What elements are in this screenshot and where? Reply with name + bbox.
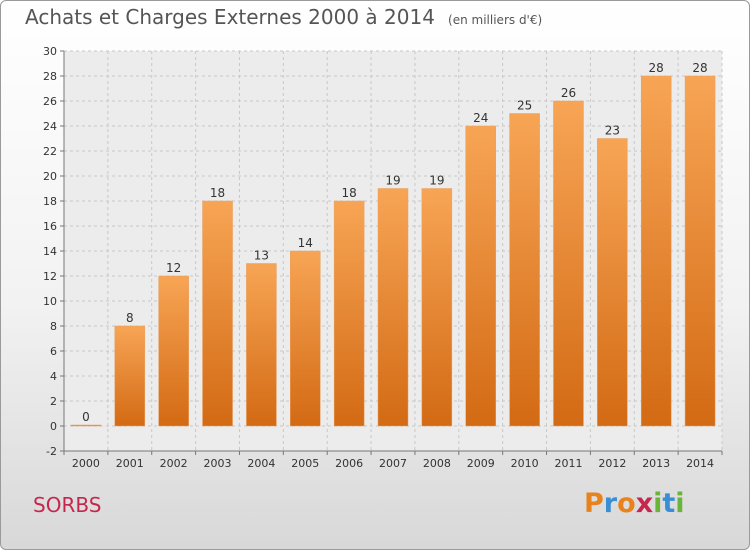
logo-letter: i — [653, 488, 663, 519]
x-tick-label: 2009 — [467, 457, 495, 470]
y-tick-label: 12 — [43, 270, 57, 283]
value-label: 12 — [166, 261, 181, 275]
x-tick-label: 2010 — [511, 457, 539, 470]
x-tick-label: 2014 — [686, 457, 714, 470]
value-label: 26 — [561, 86, 576, 100]
y-tick-label: 18 — [43, 195, 57, 208]
y-tick-label: 14 — [43, 245, 57, 258]
value-label: 23 — [605, 124, 620, 138]
x-tick-label: 2008 — [423, 457, 451, 470]
logo-letter: x — [635, 488, 654, 519]
logo-letter: r — [603, 488, 618, 519]
y-tick-label: -2 — [46, 445, 57, 458]
bar — [553, 100, 584, 427]
y-tick-label: 8 — [50, 320, 57, 333]
y-tick-label: 28 — [43, 70, 57, 83]
bar — [333, 200, 365, 427]
x-tick-label: 2000 — [72, 457, 100, 470]
y-tick-label: 22 — [43, 145, 57, 158]
value-label: 28 — [692, 61, 707, 75]
y-tick-label: 6 — [50, 345, 57, 358]
logo-letter: P — [584, 488, 604, 519]
value-label: 24 — [473, 111, 488, 125]
x-tick-label: 2007 — [379, 457, 407, 470]
y-tick-label: 24 — [43, 120, 57, 133]
y-tick-label: 16 — [43, 220, 57, 233]
value-label: 25 — [517, 99, 532, 113]
chart-subtitle: (en milliers d'€) — [448, 13, 543, 27]
chart-title: Achats et Charges Externes 2000 à 2014 — [25, 5, 435, 29]
logo-letter: o — [617, 488, 636, 519]
bar — [421, 188, 453, 427]
logo-letter: t — [662, 488, 676, 519]
bar — [246, 263, 277, 427]
x-tick-label: 2001 — [116, 457, 144, 470]
bar — [640, 75, 672, 427]
value-label: 8 — [126, 311, 134, 325]
proxiti-logo: Proxiti — [584, 488, 685, 519]
x-tick-label: 2006 — [335, 457, 363, 470]
bar — [465, 125, 496, 427]
value-label: 18 — [341, 186, 356, 200]
y-tick-label: 30 — [43, 45, 57, 58]
x-tick-label: 2002 — [160, 457, 188, 470]
x-tick-label: 2005 — [291, 457, 319, 470]
bar — [290, 250, 321, 427]
y-tick-label: 10 — [43, 295, 57, 308]
y-tick-label: 20 — [43, 170, 57, 183]
bar — [597, 138, 628, 427]
bar — [202, 200, 233, 427]
value-label: 19 — [385, 174, 400, 188]
value-label: 18 — [210, 186, 225, 200]
y-tick-label: 0 — [50, 420, 57, 433]
y-tick-label: 4 — [50, 370, 57, 383]
title-row: Achats et Charges Externes 2000 à 2014 (… — [25, 5, 542, 29]
value-label: 28 — [649, 61, 664, 75]
commune-name: SORBS — [33, 493, 102, 517]
value-label: 13 — [254, 249, 269, 263]
x-tick-label: 2003 — [204, 457, 232, 470]
bar — [684, 75, 716, 427]
x-tick-label: 2011 — [554, 457, 582, 470]
y-tick-label: 2 — [50, 395, 57, 408]
bar — [114, 325, 146, 427]
bar — [70, 424, 102, 427]
x-tick-label: 2013 — [642, 457, 670, 470]
bar — [158, 275, 189, 427]
logo-letter: i — [675, 488, 685, 519]
bar — [377, 188, 409, 427]
value-label: 0 — [82, 410, 90, 424]
value-label: 19 — [429, 174, 444, 188]
bar — [509, 113, 540, 427]
y-tick-label: 26 — [43, 95, 57, 108]
value-label: 14 — [298, 236, 313, 250]
x-tick-label: 2004 — [247, 457, 275, 470]
x-tick-label: 2012 — [598, 457, 626, 470]
